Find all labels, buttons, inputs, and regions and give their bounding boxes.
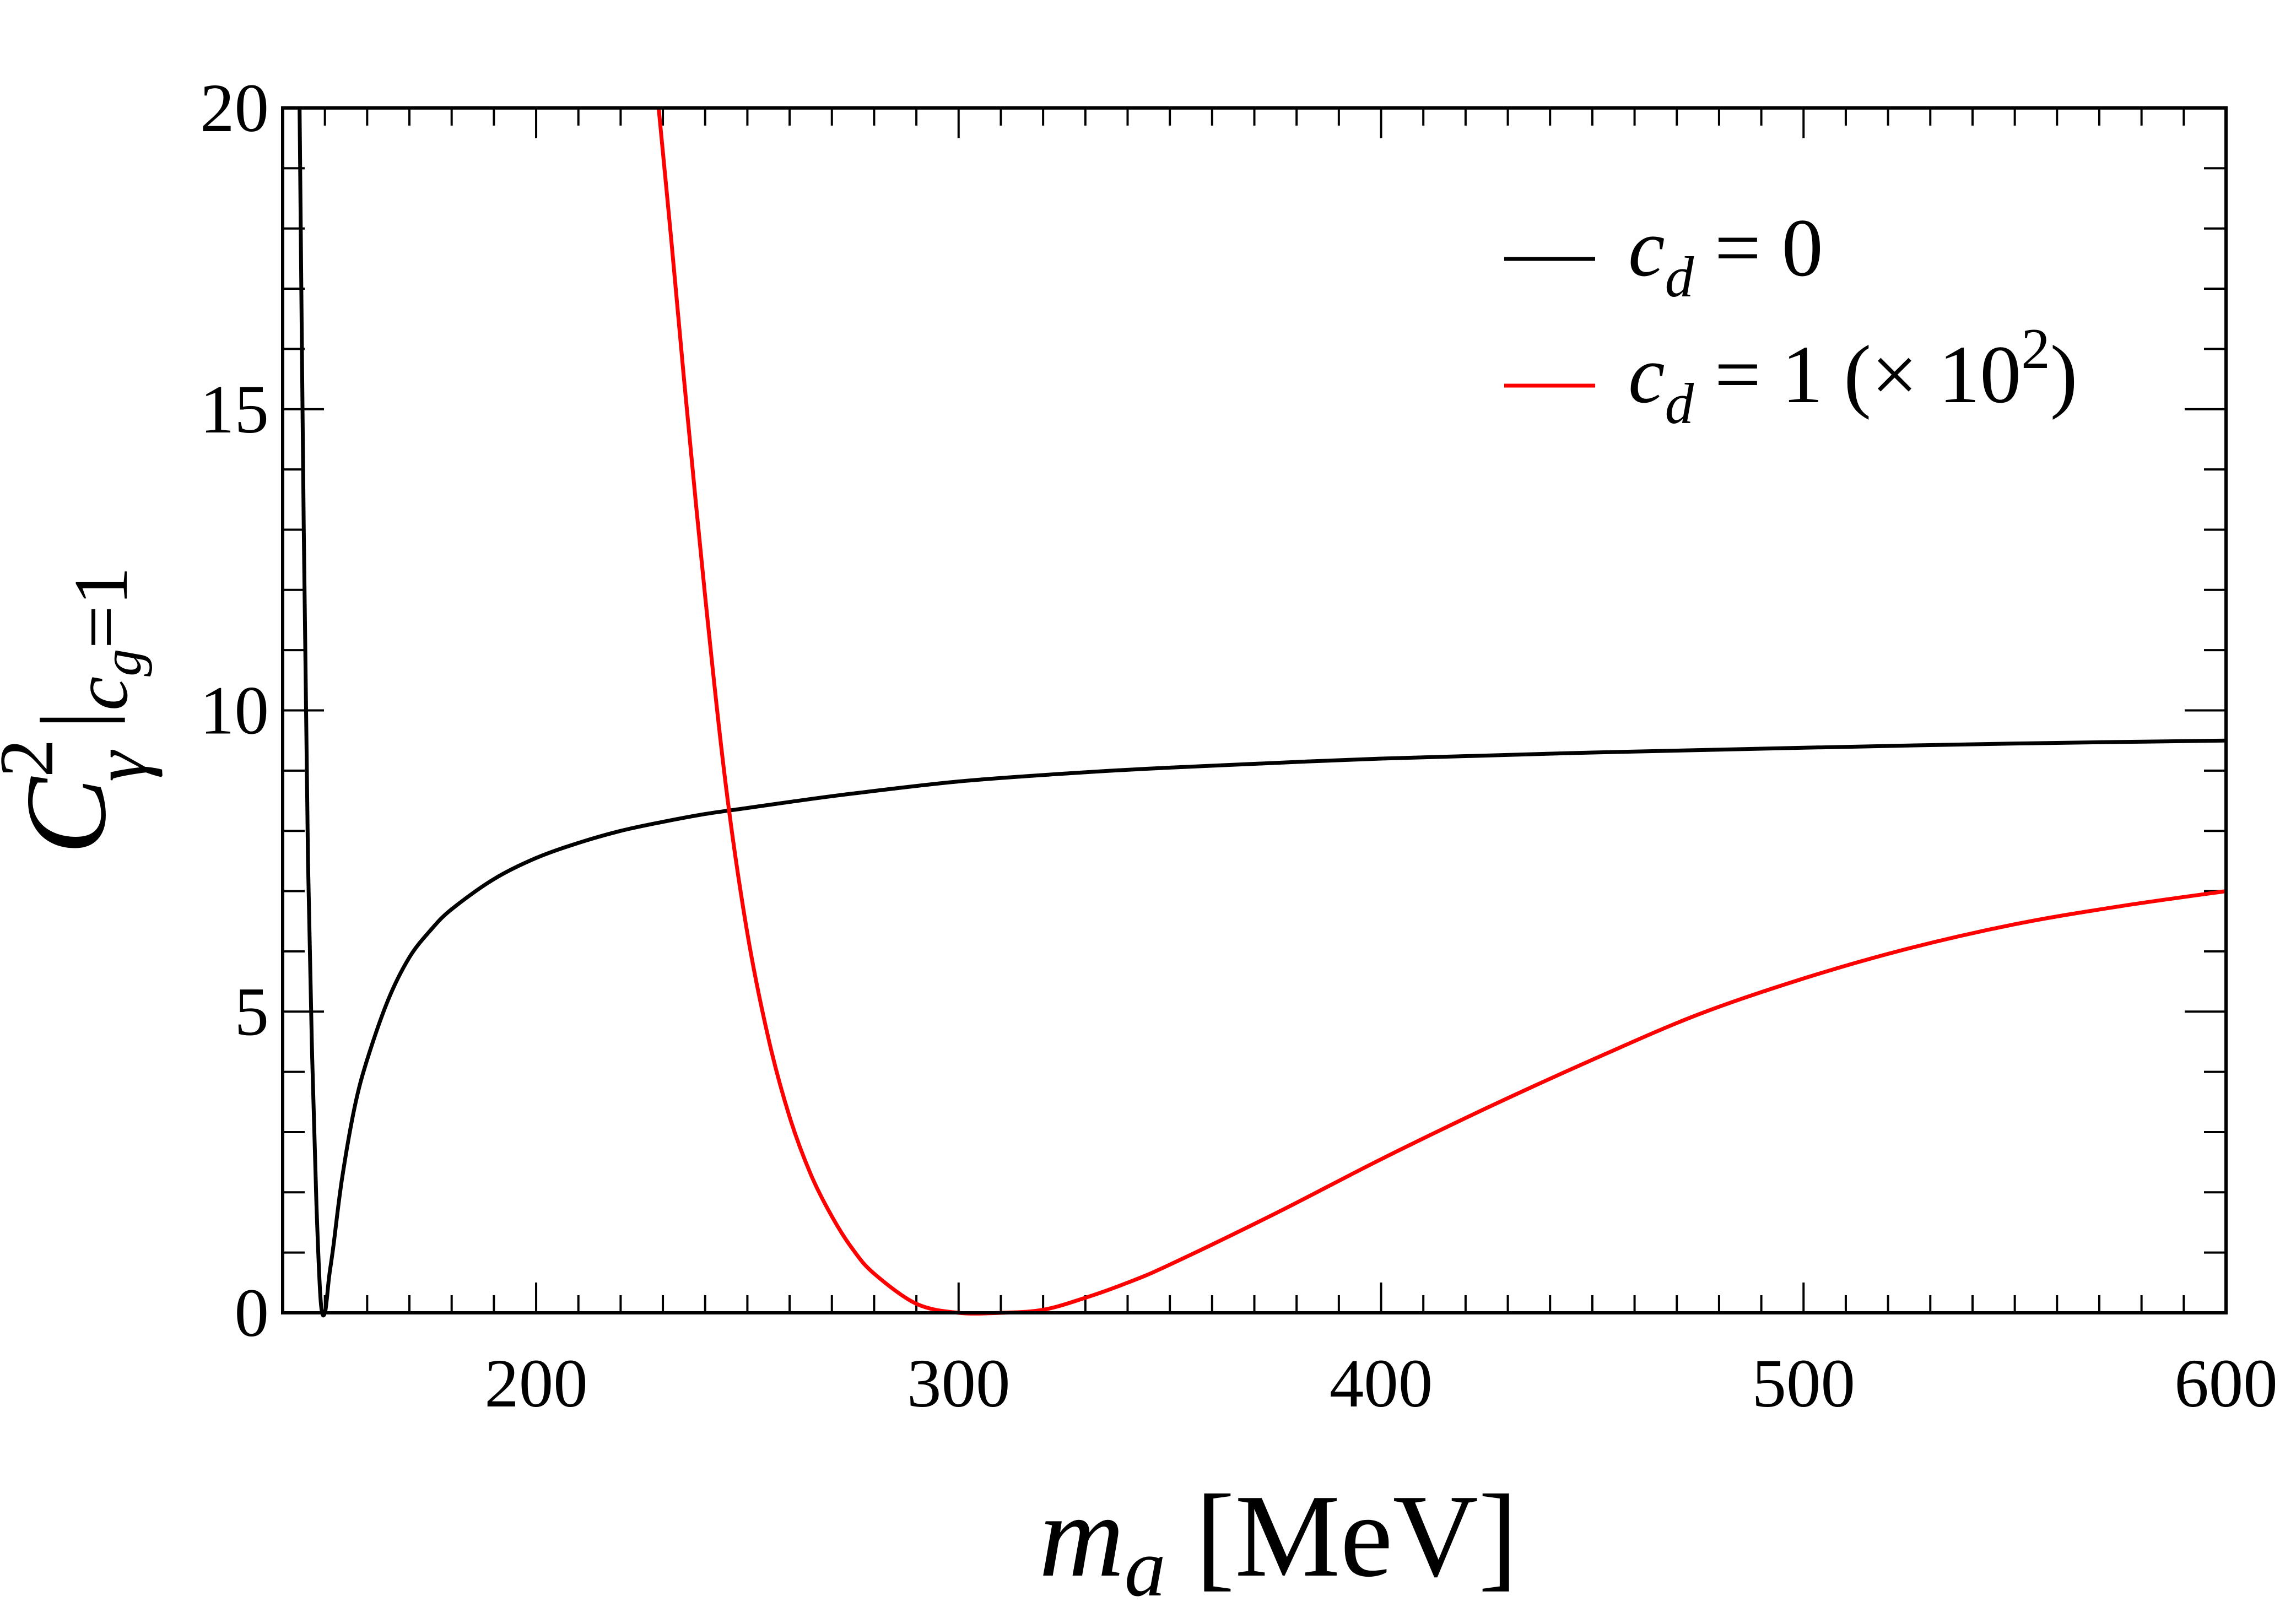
y-axis-label-sup: 2 — [0, 739, 69, 777]
y-axis-label: C2γ |cg=1 — [0, 567, 163, 854]
minor-ticks — [282, 108, 2226, 1313]
x-axis-label-sub: a — [1125, 1522, 1166, 1607]
x-tick-label-200: 200 — [484, 1346, 588, 1422]
x-axis-label-space — [1166, 1470, 1196, 1601]
x-axis-label-var: m — [1039, 1470, 1124, 1601]
y-tick-label-5: 5 — [235, 974, 269, 1050]
y-axis-label-base: C — [2, 776, 130, 854]
y-tick-label-0: 0 — [235, 1275, 269, 1351]
x-tick-label-500: 500 — [1752, 1346, 1856, 1422]
y-tick-label-15: 15 — [200, 372, 269, 448]
y-axis-label-bar: | — [21, 711, 125, 729]
y-axis-label-cond-var: c — [58, 677, 144, 711]
x-axis-label-unit: [MeV] — [1195, 1470, 1517, 1601]
x-tick-label-300: 300 — [907, 1346, 1011, 1422]
x-tick-label-400: 400 — [1330, 1346, 1433, 1422]
legend-label-cd0: cd = 0 — [1628, 202, 1823, 309]
legend1-sub: d — [1665, 371, 1694, 436]
legend1-rest: = 1 (× 10 — [1694, 329, 2021, 420]
y-axis-label-cond-val: =1 — [58, 567, 144, 649]
x-tick-label-600: 600 — [2174, 1346, 2278, 1422]
plot-frame — [281, 106, 2228, 1314]
series-line-cd1 — [656, 107, 2227, 1316]
x-axis-label: ma [MeV] — [1039, 1470, 1517, 1607]
tick-labels: 200 300 400 500 600 0 5 10 15 20 — [200, 71, 2278, 1422]
legend1-tail: ) — [2050, 329, 2078, 420]
legend0-sub: d — [1665, 245, 1694, 309]
legend-label-cd1: cd = 1 (× 102) — [1628, 316, 2078, 436]
legend: cd = 0 cd = 1 (× 102) — [1504, 202, 2078, 436]
y-axis-label-cond-sub: g — [91, 649, 153, 677]
y-tick-label-20: 20 — [200, 71, 269, 147]
legend1-sup: 2 — [2021, 316, 2050, 381]
legend1-var: c — [1628, 329, 1665, 420]
legend0-var: c — [1628, 202, 1665, 294]
series-layer — [298, 107, 2227, 1318]
series-line-cd0 — [298, 107, 2227, 1318]
major-ticks — [283, 107, 2227, 1314]
legend0-rest: = 0 — [1694, 202, 1823, 294]
y-axis-label-sub: γ — [78, 749, 163, 782]
y-tick-label-10: 10 — [200, 673, 269, 749]
